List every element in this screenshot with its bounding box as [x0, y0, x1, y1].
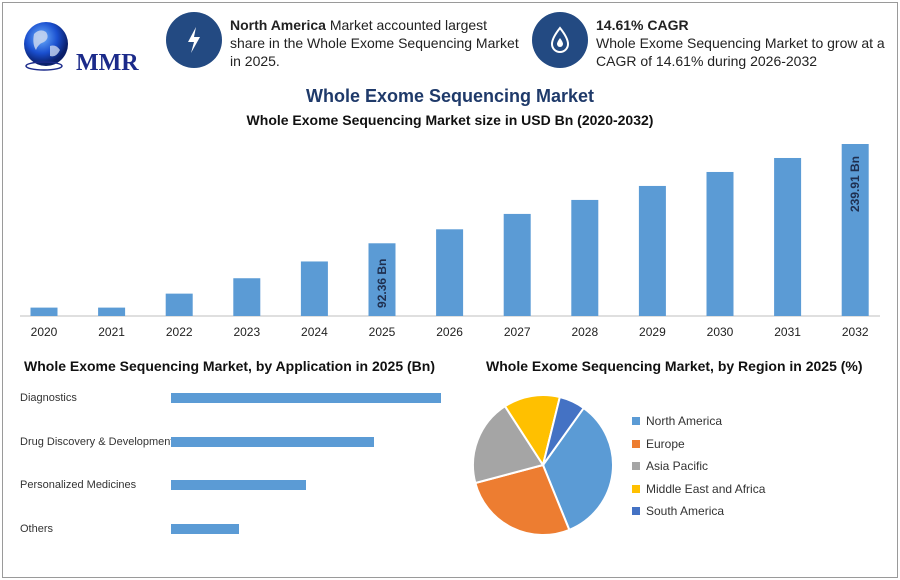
application-label: Diagnostics — [20, 392, 77, 404]
info-bold-1: North America — [230, 17, 326, 33]
logo-text: MMR — [76, 50, 139, 76]
tick-label-2023: 2023 — [233, 325, 260, 339]
application-bar — [171, 523, 239, 534]
tick-label-2022: 2022 — [166, 325, 193, 339]
tick-label-2024: 2024 — [301, 325, 328, 339]
chart-title: Whole Exome Sequencing Market — [305, 86, 595, 106]
legend-swatch — [632, 417, 640, 425]
info-bold-2: 14.61% CAGR — [596, 17, 689, 33]
bar-2030 — [706, 171, 734, 316]
tick-label-2020: 2020 — [31, 325, 58, 339]
info-icon-circle-2 — [532, 12, 588, 68]
tick-label-2029: 2029 — [639, 325, 666, 339]
region-pie-chart — [472, 394, 614, 536]
application-bar — [171, 436, 374, 447]
pie-slice — [474, 463, 571, 536]
legend-label: North America — [646, 414, 723, 428]
drop-icon — [550, 26, 570, 53]
bar-2021 — [98, 307, 126, 316]
application-label: Personalized Medicines — [20, 479, 137, 491]
tick-label-2025: 2025 — [369, 325, 396, 339]
tick-label-2031: 2031 — [774, 325, 801, 339]
region-chart-title: Whole Exome Sequencing Market, by Region… — [486, 358, 863, 374]
legend-label: Asia Pacific — [646, 459, 709, 473]
bar-2022 — [165, 293, 193, 316]
legend-swatch — [632, 439, 640, 448]
bar-2027 — [503, 213, 531, 316]
info-icon-circle-1 — [166, 12, 222, 68]
globe-icon — [24, 22, 68, 71]
bar-2032 — [841, 144, 869, 316]
legend-item: North America — [632, 414, 723, 428]
legend-swatch — [632, 507, 640, 515]
mmr-logo: MMR — [16, 16, 139, 76]
bar-2020 — [30, 307, 58, 316]
legend-item: South America — [632, 504, 725, 518]
market-size-bar-chart: 2020 2021 2022 2023 2024 2025 92.36 Bn 2026 2027… — [20, 144, 880, 339]
application-label: Others — [20, 522, 54, 535]
tick-label-2026: 2026 — [436, 325, 463, 339]
data-label-2025: 92.36 Bn — [375, 259, 389, 308]
info-body-1: Market accounted largest share in the Wh… — [230, 17, 519, 69]
pie-slice — [542, 395, 586, 466]
pie-slice — [503, 394, 562, 468]
tick-label-2028: 2028 — [571, 325, 598, 339]
bar-2026 — [436, 229, 464, 316]
tick-label-2030: 2030 — [707, 325, 734, 339]
application-bar — [171, 480, 306, 490]
legend-label: South America — [646, 504, 725, 518]
legend-label: Middle East and Africa — [646, 481, 766, 496]
bar-2025 — [368, 243, 396, 316]
pie-slice — [472, 404, 545, 485]
legend-item: Asia Pacific — [632, 459, 709, 473]
legend-item: Europe — [632, 436, 685, 451]
application-label: Drug Discovery & Development — [20, 435, 174, 448]
legend-swatch — [632, 484, 640, 493]
chart-subtitle: Whole Exome Sequencing Market size in US… — [246, 112, 654, 128]
application-chart-title: Whole Exome Sequencing Market, by Applic… — [24, 358, 435, 374]
legend-swatch — [632, 462, 640, 470]
bar-2024 — [300, 261, 328, 316]
data-label-2032: 239.91 Bn — [848, 156, 862, 212]
tick-label-2021: 2021 — [98, 325, 125, 339]
bar-2029 — [638, 185, 666, 316]
info-body-2: Whole Exome Sequencing Market to grow at… — [596, 35, 885, 69]
bar-2031 — [774, 157, 802, 316]
info-text-1: North America Market accounted largest s… — [230, 16, 522, 70]
legend-label: Europe — [646, 436, 685, 451]
tick-label-2032: 2032 — [842, 325, 869, 339]
bar-2023 — [233, 278, 261, 316]
info-text-2: 14.61% CAGR Whole Exome Sequencing Market… — [596, 16, 886, 70]
lightning-icon — [188, 27, 200, 53]
pie-slice — [541, 406, 614, 532]
application-bar — [171, 393, 441, 403]
bar-2028 — [571, 199, 599, 316]
tick-label-2027: 2027 — [504, 325, 531, 339]
legend-item: Middle East and Africa — [632, 481, 766, 496]
